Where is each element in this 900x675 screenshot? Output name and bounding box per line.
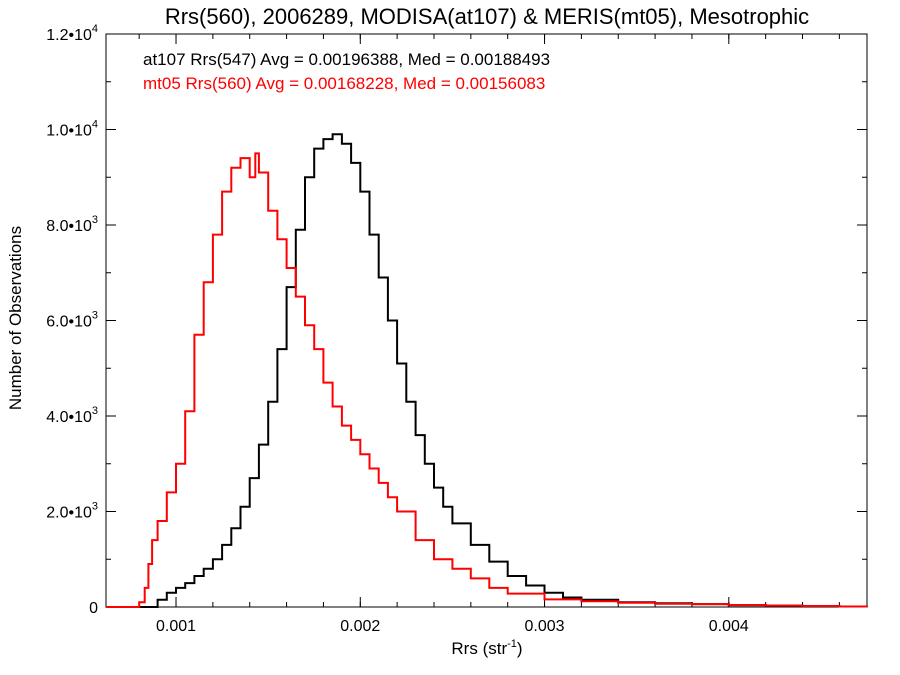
y-axis-ticks: 02.0•1034.0•1036.0•1038.0•1031.0•1041.2•…: [46, 23, 867, 617]
y-tick-exponent: 3: [92, 214, 98, 226]
x-tick-label: 0.003: [525, 618, 565, 635]
x-tick-label: 0.002: [340, 618, 380, 635]
y-tick-exponent: 3: [92, 310, 98, 322]
y-tick-base: 4.0•10: [46, 409, 92, 426]
y-tick-base: 1.0•10: [46, 123, 92, 140]
y-tick-label: 4.0•103: [46, 405, 98, 426]
stats-annotation: at107 Rrs(547) Avg = 0.00196388, Med = 0…: [143, 50, 550, 69]
y-axis-label: Number of Observations: [6, 226, 25, 410]
series-layer: [106, 133, 868, 608]
y-tick-exponent: 4: [92, 119, 98, 131]
plot-frame: [105, 33, 868, 608]
y-tick-label: 2.0•103: [46, 501, 98, 522]
x-axis-label: Rrs (str-1): [451, 638, 522, 658]
y-tick-base: 1.2•10: [46, 27, 92, 44]
y-tick-label: 6.0•103: [46, 310, 98, 331]
x-tick-label: 0.001: [156, 618, 196, 635]
annotations: at107 Rrs(547) Avg = 0.00196388, Med = 0…: [143, 50, 550, 93]
y-tick-base: 2.0•10: [46, 505, 92, 522]
chart-title: Rrs(560), 2006289, MODISA(at107) & MERIS…: [165, 4, 809, 29]
y-tick-label: 1.2•104: [46, 23, 98, 44]
series-line-0: [106, 133, 868, 608]
x-axis-ticks: 0.001 0.002 0.003 0.004: [138, 34, 840, 635]
y-tick-base: 0: [89, 600, 98, 617]
stats-annotation: mt05 Rrs(560) Avg = 0.00168228, Med = 0.…: [143, 74, 545, 93]
y-tick-base: 6.0•10: [46, 314, 92, 331]
y-tick-label: 1.0•104: [46, 119, 98, 140]
y-tick-label: 8.0•103: [46, 214, 98, 235]
y-tick-exponent: 4: [92, 23, 98, 35]
x-tick-label: 0.004: [709, 618, 749, 635]
y-tick-label: 0: [89, 600, 98, 617]
y-tick-exponent: 3: [92, 405, 98, 417]
y-tick-exponent: 3: [92, 501, 98, 513]
series-line-1: [106, 152, 868, 608]
y-tick-base: 8.0•10: [46, 218, 92, 235]
